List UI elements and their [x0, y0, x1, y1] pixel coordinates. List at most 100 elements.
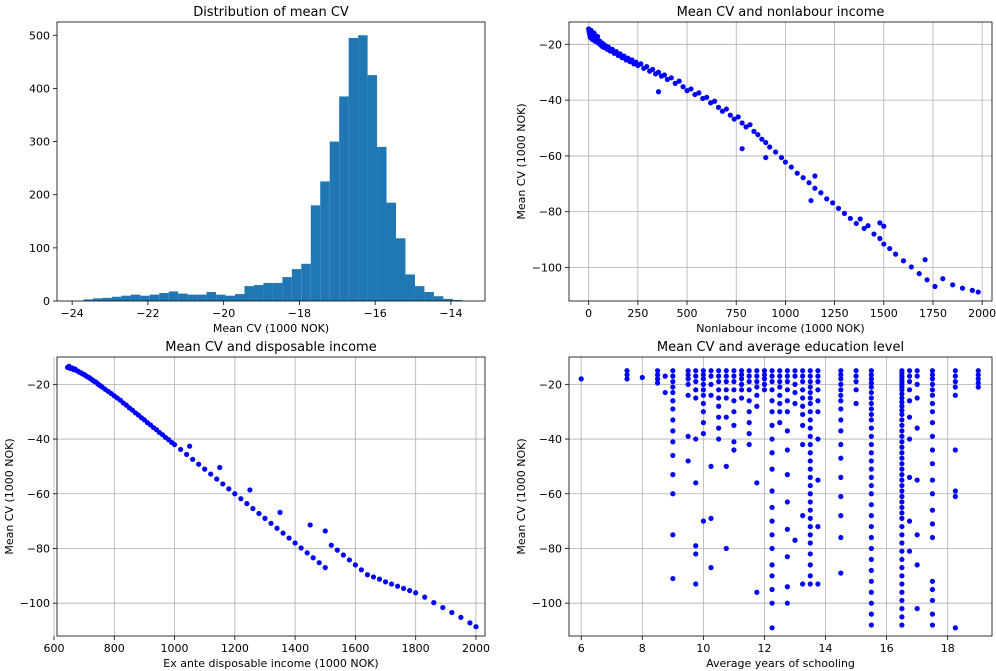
scatter-point — [708, 463, 714, 470]
scatter-point — [654, 380, 661, 386]
scatter-point — [307, 522, 313, 528]
scatter-point — [929, 534, 936, 541]
scatter-point — [807, 384, 813, 390]
scatter-point — [807, 491, 813, 497]
x-tick-label: 0 — [585, 307, 592, 320]
scatter-point — [952, 368, 958, 374]
scatter-point — [754, 373, 760, 379]
scatter-point — [394, 583, 401, 589]
scatter-point — [924, 277, 930, 283]
scatter-point — [906, 368, 913, 374]
scatter-point — [759, 136, 765, 142]
scatter-point — [899, 614, 905, 620]
scatter-point — [959, 285, 966, 291]
scatter-point — [654, 376, 661, 382]
scatter-point — [746, 373, 752, 379]
scatter-point — [929, 622, 936, 628]
scatter-point — [906, 414, 913, 420]
scatter-point — [899, 622, 905, 628]
histogram-bar — [130, 294, 141, 301]
histogram-bar — [310, 205, 321, 301]
scatter-point — [853, 368, 859, 374]
scatter-point — [815, 379, 821, 385]
scatter-point — [738, 381, 745, 387]
scatter-point — [763, 154, 769, 161]
scatter-point — [929, 400, 936, 407]
scatter-point — [838, 441, 844, 448]
scatter-point — [670, 472, 676, 478]
scatter-point — [746, 441, 752, 448]
scatter-point — [693, 395, 699, 401]
scatter-point — [731, 368, 737, 374]
scatter-point — [807, 450, 813, 456]
scatter-point — [807, 368, 813, 374]
scatter-point — [792, 381, 798, 387]
scatter-point — [716, 414, 722, 420]
scatter-point — [881, 241, 887, 247]
scatter-point — [929, 376, 936, 382]
scatter-point — [731, 447, 737, 453]
y-tick-label: −100 — [532, 597, 562, 610]
scatter-point — [723, 368, 729, 374]
scatter-point — [929, 368, 936, 374]
histogram-bar — [320, 181, 330, 301]
histogram-bar — [329, 141, 340, 301]
scatter-point — [929, 477, 936, 483]
histogram-bar — [83, 299, 93, 301]
scatter-point — [763, 139, 769, 146]
scatter-point — [171, 441, 178, 448]
scatter-point — [784, 398, 790, 404]
scatter-point — [784, 600, 790, 606]
histogram-bar — [443, 298, 453, 301]
scatter-point — [693, 436, 699, 442]
scatter-point — [929, 381, 936, 387]
y-tick-label: −60 — [27, 488, 50, 501]
scatter-point — [868, 513, 874, 519]
scatter-point — [815, 409, 821, 415]
scatter-point — [731, 379, 737, 385]
histogram-bar — [159, 293, 169, 301]
scatter-point — [208, 471, 214, 477]
scatter-point — [376, 576, 383, 582]
scatter-point — [929, 586, 936, 593]
histogram-bar — [121, 295, 131, 301]
scatter-point — [807, 379, 813, 385]
chart-title: Mean CV and disposable income — [165, 340, 376, 355]
scatter-point — [899, 482, 905, 489]
scatter-point — [853, 379, 859, 385]
scatter-point — [929, 409, 936, 415]
scatter-point — [688, 86, 694, 92]
scatter-point — [769, 466, 775, 472]
x-tick-label: 750 — [726, 307, 747, 320]
scatter-point — [899, 532, 905, 538]
scatter-point — [693, 373, 699, 379]
scatter-point — [838, 381, 844, 387]
x-tick-label: 12 — [757, 642, 771, 655]
scatter-point — [769, 409, 775, 415]
scatter-point — [316, 560, 322, 566]
scatter-point — [952, 493, 958, 500]
scatter-point — [929, 507, 936, 513]
scatter-point — [899, 439, 905, 445]
scatter-point — [922, 257, 928, 263]
scatter-point — [792, 389, 798, 396]
histogram-bar — [301, 263, 311, 301]
scatter-point — [772, 149, 779, 155]
histogram-bar — [452, 299, 463, 301]
scatter-point — [838, 372, 844, 378]
y-tick-label: −20 — [27, 378, 50, 391]
axes-frame — [568, 21, 993, 302]
scatter-point — [952, 373, 958, 379]
scatter-point — [794, 170, 800, 176]
x-tick-label: −22 — [136, 307, 159, 320]
scatter-point — [899, 407, 905, 413]
scatter-point — [868, 567, 874, 573]
scatter-point — [700, 372, 706, 378]
axes-frame — [568, 356, 993, 637]
scatter-point — [899, 387, 905, 393]
scatter-point — [868, 491, 874, 497]
scatter-point — [975, 289, 981, 295]
scatter-point — [807, 466, 813, 472]
histogram-bar — [433, 296, 444, 301]
